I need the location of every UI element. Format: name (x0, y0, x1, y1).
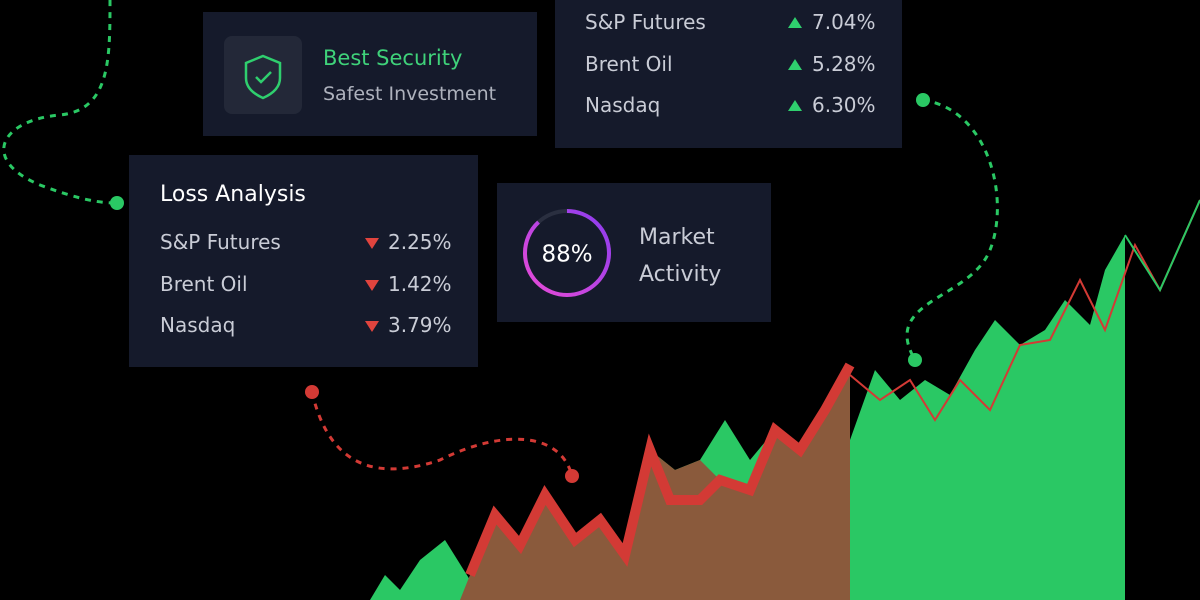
ring-arc (523, 209, 611, 297)
row-name: S&P Futures (585, 10, 706, 34)
red-line (849, 199, 1200, 422)
red-ridge (465, 362, 855, 577)
dot (916, 93, 930, 107)
dot (110, 196, 124, 210)
card-title: Loss Analysis (160, 182, 306, 207)
row-name: Nasdaq (160, 313, 236, 337)
up-arrow (788, 100, 802, 111)
row-name: Nasdaq (585, 93, 661, 117)
row-value: 5.28% (812, 51, 876, 76)
percent-label: 88% (541, 242, 592, 268)
activity-label: Market Activity (639, 225, 722, 287)
down-arrow (365, 238, 379, 249)
row-name: Brent Oil (160, 271, 248, 296)
card-title: Best Security (323, 46, 463, 70)
gains-card: S&P Futures 7.04% Brent Oil 5.28% Nasdaq 6.30… (555, 0, 902, 148)
row-value: 1.42% (388, 271, 452, 296)
down-arrow (365, 279, 379, 291)
down-arrow (365, 321, 379, 332)
green-area (370, 235, 1125, 600)
row-value: 7.04% (812, 10, 876, 34)
activity-card: 88% Market Activity (497, 183, 771, 322)
dot (565, 469, 579, 483)
activity-ring: 88% (523, 209, 611, 297)
loss-card: Loss Analysis S&P Futures 2.25% Brent Oil 1… (129, 155, 478, 367)
up-arrow (788, 17, 802, 28)
row-value: 3.79% (388, 313, 452, 337)
green-line (1124, 199, 1200, 293)
shield-icon (224, 36, 302, 114)
dashed-path (905, 98, 999, 361)
up-arrow (788, 58, 802, 70)
brown-area (460, 365, 850, 600)
dashed-path (310, 391, 574, 477)
dashed-path (2, 0, 118, 205)
row-name: Brent Oil (585, 51, 673, 76)
row-value: 2.25% (388, 230, 452, 254)
row-value: 6.30% (812, 93, 876, 117)
card-subtitle: Safest Investment (323, 83, 497, 105)
dot (305, 385, 319, 399)
dot (908, 353, 922, 367)
row-name: S&P Futures (160, 230, 281, 254)
security-card: Best Security Safest Investment (203, 12, 537, 136)
